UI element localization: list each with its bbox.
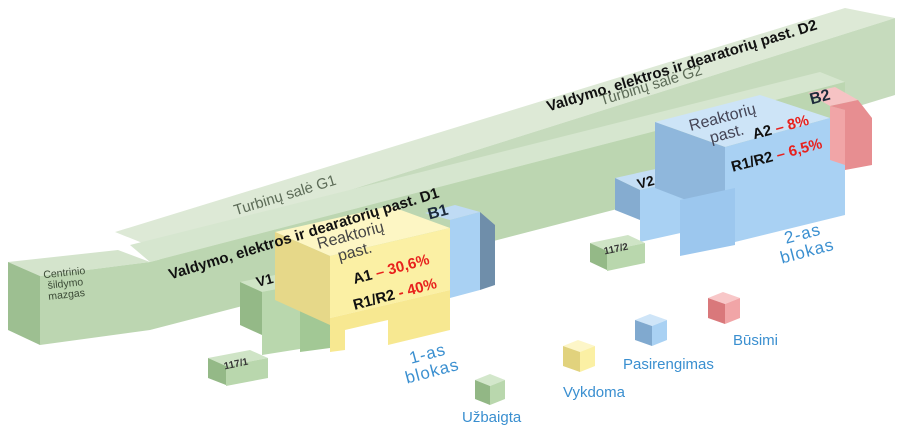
central-heating-building xyxy=(8,250,150,345)
b2-block xyxy=(808,87,872,170)
legend-cube-preparation xyxy=(635,314,667,346)
central-heating-label: Centrinio šildymo mazgas xyxy=(42,264,86,303)
v2-label: V2 xyxy=(635,172,656,192)
legend-preparation-label: Pasirengimas xyxy=(623,356,714,373)
reactor-building-1 xyxy=(275,206,450,352)
legend-future-label: Būsimi xyxy=(733,332,779,349)
legend-cube-future xyxy=(708,292,740,324)
legend-cube-in-progress xyxy=(563,340,595,372)
building-117-2 xyxy=(590,235,645,271)
legend-cube-completed xyxy=(475,374,505,405)
legend-completed-label: Užbaigta xyxy=(462,409,522,426)
b1-block xyxy=(425,205,495,298)
v1-label: V1 xyxy=(254,270,275,290)
building-117-1 xyxy=(208,350,268,386)
legend-in-progress-label: Vykdoma xyxy=(563,384,625,401)
reactor-building-2 xyxy=(655,95,845,256)
